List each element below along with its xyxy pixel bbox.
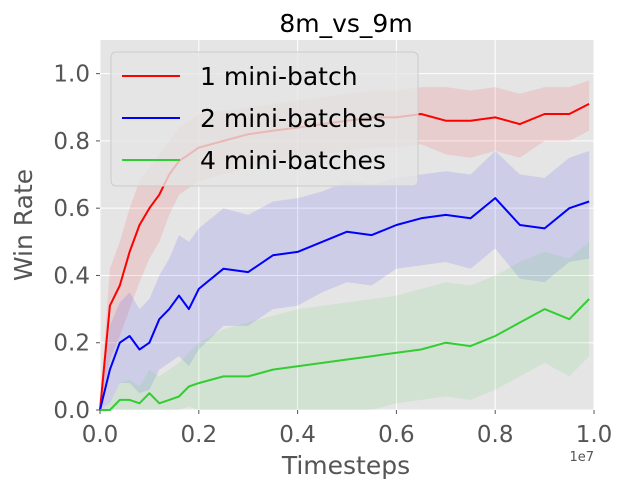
band-series-2: [100, 151, 590, 410]
line-series-2: [99, 197, 590, 411]
legend-label-1: 1 mini-batch: [200, 62, 358, 91]
x-tick-label: 0.2: [181, 422, 218, 448]
y-tick-label: 0.4: [53, 263, 90, 289]
x-tick-label: 0.4: [279, 422, 316, 448]
band-series-3: [100, 241, 590, 410]
legend-label-2: 2 mini-batches: [200, 104, 386, 133]
y-tick-label: 0.8: [53, 129, 90, 155]
line-series-3: [100, 298, 590, 411]
y-tick-label: 0.6: [53, 196, 90, 222]
x-axis-offset-label: 1e7: [569, 450, 594, 465]
x-axis-label: Timesteps: [281, 451, 410, 480]
y-axis-label: Win Rate: [9, 169, 38, 281]
legend: 1 mini-batch 2 mini-batches 4 mini-batches: [110, 51, 419, 187]
x-tick-label: 0.0: [82, 422, 119, 448]
tick-labels: 0.0 0.2 0.4 0.6 0.8 1.0 0.0 0.2 0.4 0.6 0.8 1.0: [53, 62, 612, 448]
x-tick-label: 0.6: [378, 422, 415, 448]
legend-box: [110, 51, 419, 187]
y-tick-label: 0.2: [53, 331, 90, 357]
x-tick-label: 0.8: [477, 422, 514, 448]
y-tick-label: 0.0: [53, 398, 90, 424]
chart-title: 8m_vs_9m: [279, 9, 412, 38]
y-tick-label: 1.0: [53, 62, 90, 88]
x-tick-label: 1.0: [576, 422, 613, 448]
legend-label-3: 4 mini-batches: [200, 146, 386, 175]
